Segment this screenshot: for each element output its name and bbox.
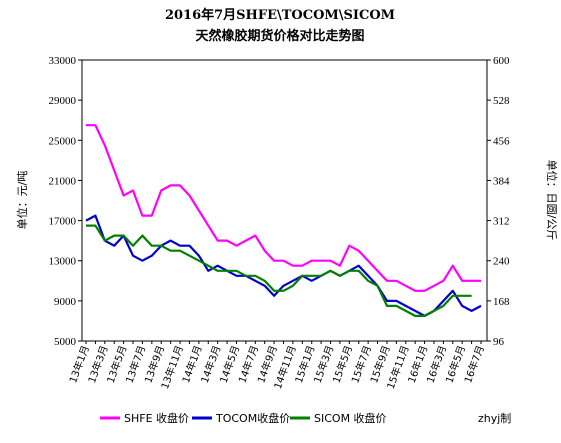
y2-tick-label: 384 <box>493 175 510 187</box>
y-tick-label: 25000 <box>49 135 77 147</box>
legend-label: TOCOM收盘价 <box>215 411 290 425</box>
chart-subtitle: 天然橡胶期货价格对比走势图 <box>195 28 364 44</box>
y2-tick-label: 240 <box>493 256 510 268</box>
y2-tick-label: 312 <box>493 216 510 228</box>
series-line <box>86 224 472 317</box>
y-tick-label: 33000 <box>49 55 77 67</box>
y-tick-label: 13000 <box>49 256 77 268</box>
y2-tick-label: 168 <box>493 296 510 308</box>
y2-tick-label: 600 <box>493 55 510 67</box>
legend-label: SHFE 收盘价 <box>124 411 189 425</box>
y2-tick-label: 528 <box>493 95 510 107</box>
y-tick-label: 9000 <box>54 296 77 308</box>
series-line <box>85 214 482 317</box>
series-line <box>86 124 481 292</box>
y2-tick-label: 456 <box>493 135 510 147</box>
credit: zhyj制 <box>478 412 511 425</box>
y-tick-label: 21000 <box>49 175 77 187</box>
y-tick-label: 29000 <box>49 95 77 107</box>
y-tick-label: 5000 <box>54 336 77 348</box>
chart-title: 2016年7月SHFE\TOCOM\SICOM <box>165 7 395 23</box>
y2-axis-label: 单位：日圆/公斤 <box>545 160 559 241</box>
y-axis-label: 单位：元/吨 <box>15 171 29 230</box>
legend-label: SICOM 收盘价 <box>314 411 387 425</box>
y2-tick-label: 96 <box>493 336 505 348</box>
y-tick-label: 17000 <box>49 216 77 228</box>
plot-frame <box>81 59 488 342</box>
